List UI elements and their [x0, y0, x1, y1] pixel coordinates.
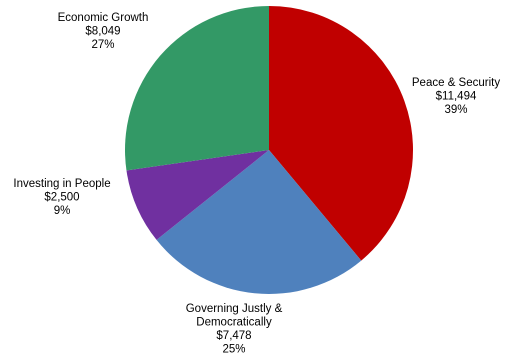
slice-percent-label: 25%: [222, 344, 245, 356]
slice-label-governing-justly-democratically: Governing Justly & Democratically $7,478 25…: [186, 303, 283, 356]
pie-labels: Peace & Security $11,494 39% Governing Just…: [13, 12, 500, 356]
slice-value-label: $7,478: [216, 330, 251, 342]
slice-percent-label: 39%: [444, 104, 467, 116]
pie-slice-peace-security: [269, 5, 414, 261]
pie-slices: [125, 5, 414, 294]
slice-label-economic-growth: Economic Growth $8,049 27%: [58, 12, 149, 51]
slice-category-label: Investing in People: [13, 178, 110, 190]
slice-category-label: Governing Justly &: [186, 303, 283, 315]
slice-percent-label: 27%: [91, 39, 114, 51]
slice-label-investing-in-people: Investing in People $2,500 9%: [13, 178, 110, 217]
slice-category-label: Peace & Security: [412, 77, 500, 89]
pie-slice-investing-in-people: [126, 150, 270, 240]
slice-value-label: $11,494: [436, 91, 477, 103]
slice-percent-label: 9%: [54, 205, 71, 217]
slice-category-label: Economic Growth: [58, 12, 149, 24]
slice-value-label: $2,500: [44, 192, 79, 204]
slice-value-label: $8,049: [85, 26, 120, 38]
pie-slice-economic-growth: [125, 6, 269, 171]
slice-label-peace-security: Peace & Security $11,494 39%: [412, 77, 500, 116]
slice-category-label: Democratically: [196, 317, 272, 329]
pie-slice-governing-justly-democratically: [156, 150, 362, 294]
